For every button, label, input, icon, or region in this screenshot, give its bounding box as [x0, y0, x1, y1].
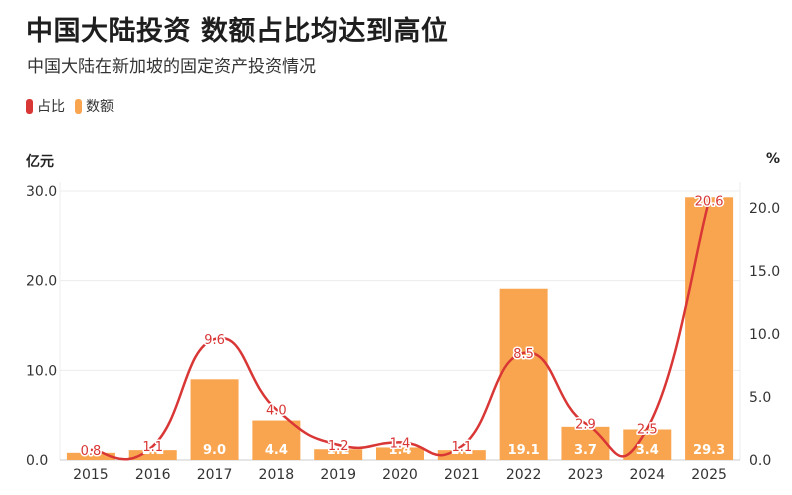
- bar: [376, 447, 424, 460]
- x-tick-label: 2022: [506, 467, 542, 483]
- bar: [685, 197, 734, 460]
- legend-swatch-amount: [75, 98, 82, 114]
- line-value-label: 1.1: [451, 440, 472, 455]
- line-value-label: 1.1: [142, 440, 163, 455]
- y-right-tick-label: 10.0: [749, 327, 780, 343]
- x-tick-label: 2016: [135, 467, 171, 483]
- bar: [499, 288, 548, 460]
- bar-value-label: 1.1: [450, 443, 473, 458]
- bar: [561, 426, 610, 460]
- y-right-tick-label: 20.0: [749, 201, 780, 217]
- y-left-unit: 亿元: [26, 154, 54, 170]
- x-tick-label: 2017: [197, 467, 233, 483]
- bar-value-label: 0.8: [79, 443, 102, 458]
- line-value-label: 1.4: [390, 436, 411, 451]
- line-value-label: 0.8: [81, 444, 102, 459]
- legend-item-amount: 数额: [75, 96, 114, 116]
- x-tick-label: 2015: [73, 467, 109, 483]
- y-right-tick-label: 5.0: [749, 390, 771, 406]
- bar: [623, 429, 672, 460]
- y-right-unit: %: [766, 151, 781, 167]
- y-left-tick-label: 20.0: [26, 274, 57, 290]
- legend-item-share: 占比: [26, 96, 65, 116]
- x-tick-label: 2020: [382, 467, 418, 483]
- bar-value-label: 3.4: [636, 443, 659, 458]
- bar: [66, 452, 115, 460]
- bar-value-label: 1.4: [388, 443, 411, 458]
- x-tick-label: 2021: [444, 467, 480, 483]
- bar-value-label: 19.1: [508, 443, 540, 458]
- bar: [437, 450, 486, 460]
- x-tick-label: 2018: [259, 467, 295, 483]
- y-left-tick-label: 0.0: [26, 453, 48, 469]
- line-value-label: 8.5: [513, 347, 534, 362]
- legend-swatch-share: [26, 98, 33, 114]
- chart-title: 中国大陆投资 数额占比均达到高位: [26, 16, 449, 47]
- bar: [190, 379, 239, 460]
- y-right-tick-label: 0.0: [749, 453, 771, 469]
- line-value-label: 1.2: [328, 439, 349, 454]
- bar: [314, 449, 363, 460]
- line-value-label: 2.9: [575, 417, 596, 432]
- line-value-label: 20.6: [695, 194, 724, 209]
- bar-value-label: 9.0: [203, 443, 226, 458]
- line-value-label: 2.5: [637, 423, 658, 438]
- legend-label-share: 占比: [37, 99, 65, 115]
- bar-value-label: 29.3: [693, 443, 725, 458]
- share-line: [90, 200, 711, 461]
- legend: 占比 数额: [26, 96, 124, 116]
- bar: [128, 450, 177, 460]
- y-left-tick-label: 10.0: [26, 363, 57, 379]
- x-tick-label: 2019: [320, 467, 356, 483]
- chart-subtitle: 中国大陆在新加坡的固定资产投资情况: [27, 57, 316, 77]
- x-tick-label: 2024: [629, 467, 665, 483]
- y-right-tick-label: 15.0: [749, 264, 780, 280]
- bar-value-label: 1.1: [141, 443, 164, 458]
- bar: [252, 420, 301, 460]
- bar-value-label: 4.4: [265, 443, 288, 458]
- bar-value-label: 1.2: [327, 443, 350, 458]
- line-value-label: 9.6: [204, 333, 225, 348]
- x-tick-label: 2023: [568, 467, 604, 483]
- line-value-label: 4.0: [266, 404, 287, 419]
- x-tick-label: 2025: [691, 467, 727, 483]
- legend-label-amount: 数额: [86, 99, 114, 115]
- y-left-tick-label: 30.0: [26, 184, 57, 200]
- bar-value-label: 3.7: [574, 443, 597, 458]
